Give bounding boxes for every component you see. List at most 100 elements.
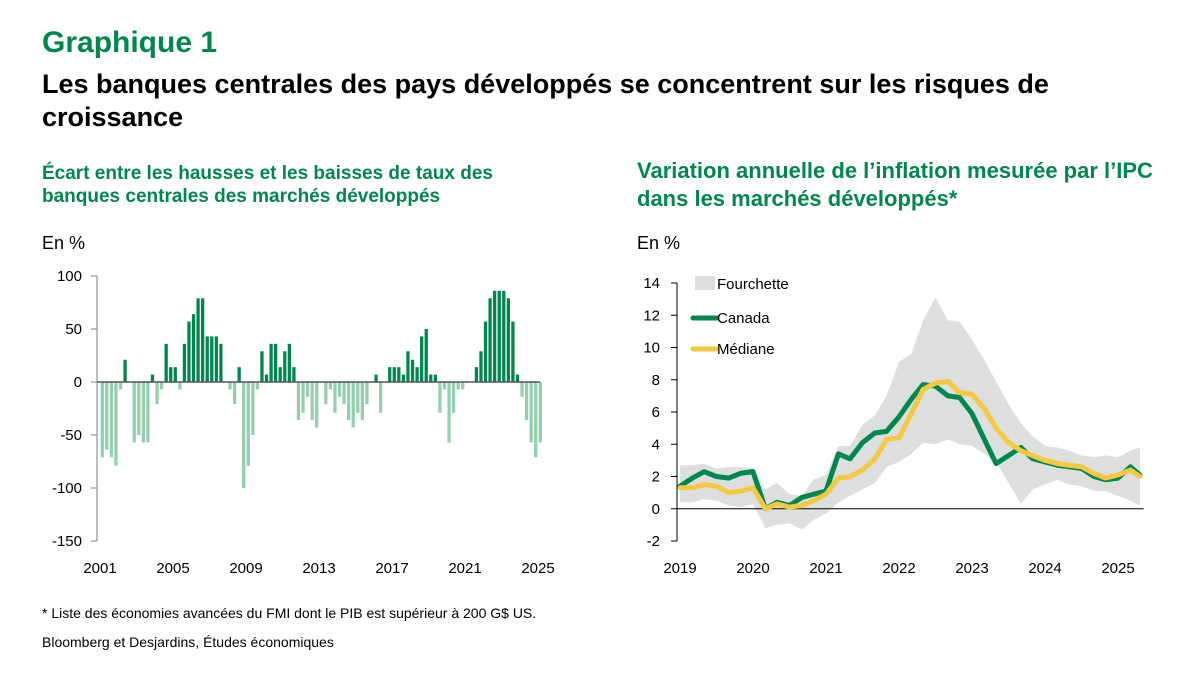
- bar: [210, 336, 214, 382]
- left-x-tick-label: 2013: [302, 560, 335, 577]
- median-line: [677, 378, 1143, 512]
- bar: [333, 382, 337, 413]
- bar: [232, 382, 237, 405]
- bar: [401, 374, 406, 382]
- left-y-tick-label: 50: [65, 321, 82, 338]
- bar: [310, 382, 314, 421]
- bar: [520, 382, 524, 397]
- bar: [479, 351, 483, 382]
- bar: [429, 374, 433, 382]
- bar: [410, 359, 415, 382]
- bar: [114, 382, 118, 466]
- legend-label-canada: Canada: [717, 310, 770, 327]
- right-y-tick-label: 8: [652, 372, 660, 389]
- left-y-axis-label: En %: [42, 233, 86, 253]
- left-y-tick-label: -150: [52, 533, 82, 550]
- bar: [137, 382, 141, 435]
- left-y-tick-label: 100: [57, 268, 82, 285]
- left-x-tick-label: 2001: [83, 560, 116, 577]
- bar: [397, 367, 401, 382]
- bar: [433, 374, 437, 382]
- right-chart-title: Variation annuelle de l’inflation mesuré…: [637, 158, 1153, 211]
- bar: [388, 367, 392, 382]
- bar: [461, 382, 465, 390]
- right-y-tick-label: 2: [652, 469, 660, 486]
- bar: [328, 382, 333, 390]
- bar: [296, 382, 301, 421]
- right-x-tick-label: 2023: [955, 560, 988, 577]
- legend-label-range: Fourchette: [717, 276, 789, 293]
- bar: [337, 382, 342, 397]
- bar: [438, 382, 442, 413]
- bar: [159, 382, 164, 390]
- bar: [456, 382, 460, 390]
- bar: [178, 382, 182, 390]
- left-y-tick-label: -100: [52, 480, 82, 497]
- bar: [191, 314, 196, 382]
- bar: [283, 351, 287, 382]
- bar: [109, 382, 114, 458]
- bar: [118, 382, 123, 390]
- bar: [123, 359, 127, 382]
- source-note: Bloomberg et Desjardins, Études économiq…: [42, 634, 334, 650]
- right-x-tick-label: 2022: [882, 560, 915, 577]
- bar: [534, 382, 538, 458]
- bar: [242, 382, 246, 488]
- bar: [278, 367, 282, 382]
- bar: [100, 382, 104, 458]
- bar: [529, 382, 533, 443]
- legend-range-swatch: [695, 276, 715, 290]
- bar: [260, 351, 264, 382]
- bar: [214, 336, 218, 382]
- bar: [515, 374, 520, 382]
- bar: [347, 382, 351, 421]
- bar: [506, 298, 510, 382]
- bar: [511, 321, 515, 382]
- bar: [442, 382, 447, 390]
- left-x-tick-label: 2009: [229, 560, 262, 577]
- bar: [502, 290, 506, 382]
- right-x-tick-label: 2024: [1028, 560, 1061, 577]
- bar: [196, 298, 200, 382]
- left-chart-title: Écart entre les hausses et les baisses d…: [42, 163, 493, 207]
- bar: [524, 382, 529, 421]
- bar: [424, 329, 428, 382]
- bar: [237, 367, 241, 382]
- right-x-tick-label: 2021: [809, 560, 842, 577]
- bar: [269, 343, 273, 382]
- bar: [324, 382, 328, 405]
- bar: [205, 336, 209, 382]
- right-y-tick-label: 14: [643, 275, 660, 292]
- bar: [474, 367, 479, 382]
- left-x-tick-label: 2017: [375, 560, 408, 577]
- bar: [342, 382, 346, 405]
- bar: [415, 367, 419, 382]
- left-x-tick-label: 2025: [521, 560, 554, 577]
- bar: [420, 336, 424, 382]
- bar: [251, 382, 255, 435]
- bar: [360, 382, 364, 421]
- bar: [201, 298, 205, 382]
- left-y-tick-label: 0: [74, 374, 82, 391]
- legend-label-median: Médiane: [717, 341, 775, 358]
- bar: [392, 367, 396, 382]
- bar: [155, 382, 159, 405]
- bar: [173, 367, 177, 382]
- bar: [141, 382, 145, 443]
- bar: [150, 374, 155, 382]
- bar: [132, 382, 136, 443]
- bar: [187, 321, 191, 382]
- right-x-tick-label: 2020: [736, 560, 769, 577]
- bar: [356, 382, 360, 413]
- right-x-tick-label: 2025: [1101, 560, 1134, 577]
- bar: [301, 382, 305, 413]
- bar: [538, 382, 542, 443]
- bar: [447, 382, 451, 443]
- bar: [169, 367, 173, 382]
- bar: [105, 382, 109, 450]
- right-y-axis-label: En %: [637, 233, 681, 253]
- bar: [497, 290, 501, 382]
- bar: [228, 382, 232, 390]
